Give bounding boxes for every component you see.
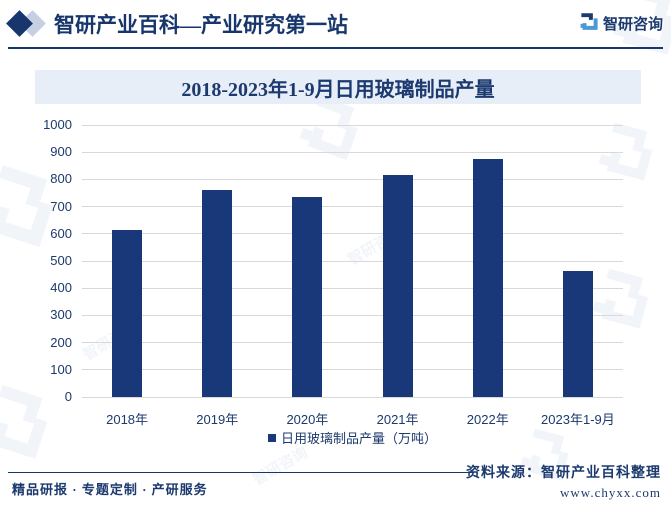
x-axis-tick-label: 2023年1-9月 [541, 412, 615, 427]
gridline [82, 369, 623, 371]
header: 智研产业百科—产业研究第一站 智研咨询 [6, 0, 663, 49]
y-axis-tick-label: 500 [50, 253, 72, 268]
x-axis-tick-label: 2019年 [196, 412, 239, 427]
bar-2018年 [112, 229, 143, 397]
gridline [82, 233, 623, 235]
gridline [82, 151, 623, 153]
legend-swatch [267, 433, 276, 442]
y-axis-tick-label: 200 [50, 334, 72, 350]
y-axis-tick-label: 300 [50, 307, 72, 323]
bar-2021年 [382, 175, 413, 397]
gridline [82, 314, 623, 316]
y-axis-tick-label: 600 [50, 225, 72, 241]
data-source: 资料来源：智研产业百科整理 [466, 466, 661, 481]
chart: 日用玻璃制品产量（万吨） 0 100 200 300 400 500 600 700 800 90… [0, 117, 671, 447]
gridline [82, 124, 623, 126]
footer-divider [8, 472, 473, 473]
gridline [82, 206, 623, 208]
y-axis-tick-label: 800 [50, 171, 72, 187]
x-axis-tick-label: 2021年 [376, 412, 419, 427]
bar-2020年 [292, 197, 323, 397]
gridline [82, 396, 623, 398]
gridline [82, 260, 623, 262]
brand-logo-icon [579, 12, 598, 36]
x-axis-tick-label: 2022年 [466, 412, 509, 427]
y-axis-tick-label: 1000 [43, 117, 72, 132]
gridline [82, 342, 623, 344]
bar-2023年1-9月 [562, 270, 593, 397]
watermark-text: 智研咨询 [250, 444, 311, 489]
chart-title: 2018-2023年1-9月日用玻璃制品产量 [181, 78, 495, 101]
y-axis-tick-label: 700 [50, 198, 72, 214]
diamond-icon [6, 9, 50, 39]
brand-name: 智研咨询 [602, 16, 663, 33]
y-axis-tick-label: 0 [64, 389, 72, 404]
y-axis-tick-label: 100 [50, 361, 72, 377]
bar-2019年 [202, 190, 233, 397]
chart-title-band: 2018-2023年1-9月日用玻璃制品产量 [35, 70, 641, 104]
legend-label: 日用玻璃制品产量（万吨） [280, 431, 437, 446]
site-title: 智研产业百科—产业研究第一站 [54, 12, 348, 37]
x-axis-tick-label: 2020年 [286, 412, 329, 427]
footer-source-block: 资料来源：智研产业百科整理 www.chyxx.com [466, 462, 661, 501]
brand-logo: 智研咨询 [579, 12, 663, 36]
x-axis-tick-label: 2018年 [106, 412, 149, 427]
gridline [82, 178, 623, 180]
bar-2022年 [472, 159, 503, 397]
website-url: www.chyxx.com [560, 485, 661, 500]
footer-services: 精品研报 · 专题定制 · 产研服务 [12, 482, 208, 497]
plot-area [82, 124, 623, 398]
legend: 日用玻璃制品产量（万吨） [82, 428, 623, 447]
y-axis-tick-label: 900 [50, 144, 72, 160]
y-axis-tick-label: 400 [50, 280, 72, 296]
gridline [82, 287, 623, 289]
